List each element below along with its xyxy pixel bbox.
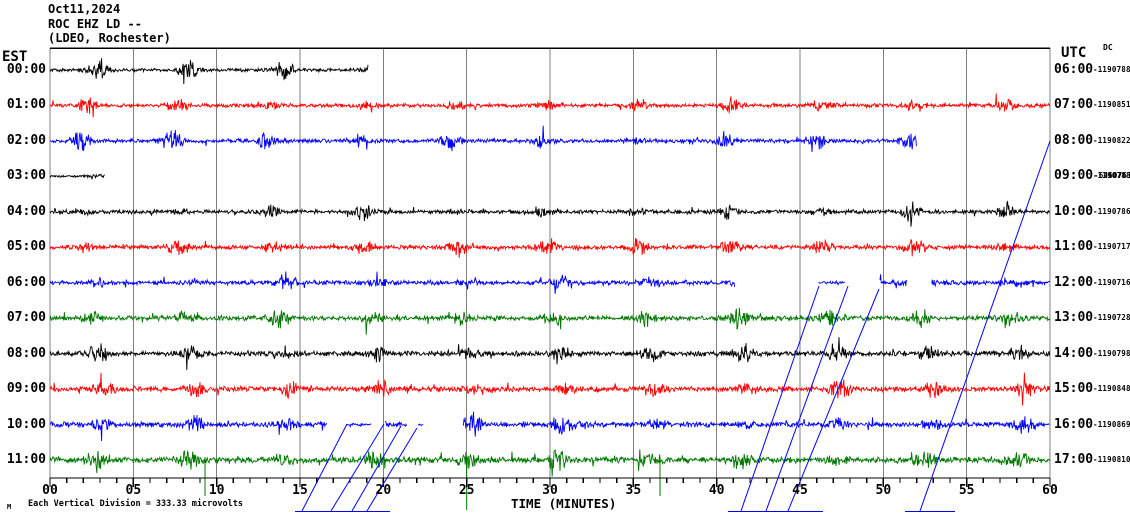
trace-row-1000-segment (462, 411, 1050, 437)
utc-axis-label: UTC (1061, 45, 1087, 61)
trace-row-1000-segment (417, 423, 424, 427)
x-tick-label: 45 (792, 483, 808, 498)
dc-offset-value: -1190716 (1093, 277, 1130, 287)
x-tick-label: 20 (375, 483, 392, 498)
gap-connector-line (919, 140, 1051, 512)
trace-row-0600-segment (879, 274, 907, 289)
trace-row-0100-segment (49, 93, 1051, 118)
utc-time-label: 10:00 (1054, 203, 1094, 219)
x-tick-label: 15 (292, 483, 308, 498)
trace-row-0500-segment (49, 237, 1051, 258)
trace-row-1100-segment (49, 449, 1050, 477)
utc-time-label: 07:00 (1054, 97, 1094, 113)
utc-time-label: 11:00 (1054, 239, 1094, 255)
dc-offset-value-overstrike: -6460763 (1094, 171, 1130, 181)
gap-connector-line (787, 288, 880, 512)
utc-time-label: 12:00 (1054, 274, 1094, 290)
trace-row-0200-segment (50, 125, 917, 153)
x-tick-label: 50 (875, 483, 892, 498)
header-date: Oct11,2024 (48, 2, 121, 16)
x-tick-label: 25 (458, 483, 475, 498)
utc-time-label: 17:00 (1054, 451, 1094, 467)
header-station-location: (LDEO, Rochester) (48, 31, 171, 45)
dc-axis-label: DC (1103, 43, 1113, 52)
utc-time-label: 13:00 (1054, 310, 1094, 326)
dc-offset-value: -1190788 (1093, 65, 1130, 74)
dc-offset-value: -1190848 (1093, 384, 1130, 394)
x-tick-label: 10 (208, 483, 225, 498)
utc-time-label: 15:00 (1054, 381, 1094, 397)
x-tick-label: 55 (958, 483, 975, 498)
est-time-label: 06:00 (6, 274, 46, 290)
trace-row-0700-segment (49, 307, 1050, 335)
gap-connector-line (351, 425, 402, 512)
est-time-label: 01:00 (6, 97, 46, 113)
dc-offset-value: -1190810 (1093, 454, 1130, 464)
trace-row-0400-segment (49, 200, 1050, 227)
trace-row-0800-segment (49, 337, 1051, 371)
trace-row-0600-segment (931, 277, 1050, 288)
est-time-label: 03:00 (6, 168, 46, 184)
trace-row-0300-segment (49, 173, 105, 181)
trace-row-1000-segment (346, 422, 372, 428)
est-time-label: 02:00 (6, 132, 46, 148)
trace-row-0600-segment (49, 271, 736, 294)
est-time-label: 09:00 (6, 381, 46, 397)
dc-offset-value: -1190851 (1093, 100, 1130, 110)
trace-row-1000-segment (49, 414, 328, 442)
x-tick-label: 35 (625, 483, 642, 498)
utc-time-label: 09:00 (1054, 168, 1094, 184)
trace-row-0900-segment (49, 372, 1051, 406)
est-time-label: 07:00 (6, 310, 46, 326)
header-station-code: ROC EHZ LD -- (48, 16, 142, 31)
header: Oct11,2024 ROC EHZ LD -- (LDEO, Rocheste… (48, 2, 171, 46)
est-time-label: 05:00 (6, 239, 46, 255)
dc-offset-value: -1190717 (1093, 242, 1130, 252)
gap-connector-line (301, 423, 348, 512)
dc-offset-value: -1190786 (1093, 206, 1130, 216)
utc-time-label: 06:00 (1054, 62, 1094, 77)
dc-offset-value: -1190798 (1093, 348, 1130, 358)
dc-offset-value: -1190822 (1093, 135, 1130, 145)
est-time-label: 11:00 (6, 451, 46, 467)
utc-time-label: 16:00 (1054, 416, 1094, 432)
x-tick-label: 05 (125, 483, 142, 498)
time-axis-title: TIME (MINUTES) (511, 496, 617, 511)
est-time-label: 00:00 (6, 62, 46, 77)
x-tick-label: 40 (708, 483, 725, 498)
x-tick-label: 30 (542, 483, 558, 498)
utc-time-label: 14:00 (1054, 345, 1094, 361)
est-time-label: 10:00 (6, 416, 46, 432)
trace-row-1000-segment (384, 420, 408, 428)
footer-glyph: M (7, 503, 12, 511)
x-tick-label: 00 (42, 483, 58, 498)
gap-connector-line (330, 423, 385, 512)
est-axis-label: EST (2, 49, 28, 65)
est-time-label: 08:00 (6, 345, 46, 361)
footer-scale-note: Each Vertical Division = 333.33 microvol… (28, 499, 243, 509)
dc-offset-value: -1190728 (1093, 313, 1130, 323)
gap-connector-line (366, 427, 418, 512)
gap-connector-line (765, 285, 849, 512)
gap-connector-line (740, 285, 820, 512)
dc-offset-value: -1190869 (1093, 419, 1130, 429)
est-time-label: 04:00 (6, 203, 46, 219)
trace-row-0000-segment (49, 58, 369, 85)
trace-row-0600-segment (818, 279, 845, 286)
x-tick-label: 60 (1042, 483, 1058, 498)
dc-offset-value: -1190788 (1093, 171, 1130, 181)
utc-time-label: 08:00 (1054, 132, 1094, 148)
